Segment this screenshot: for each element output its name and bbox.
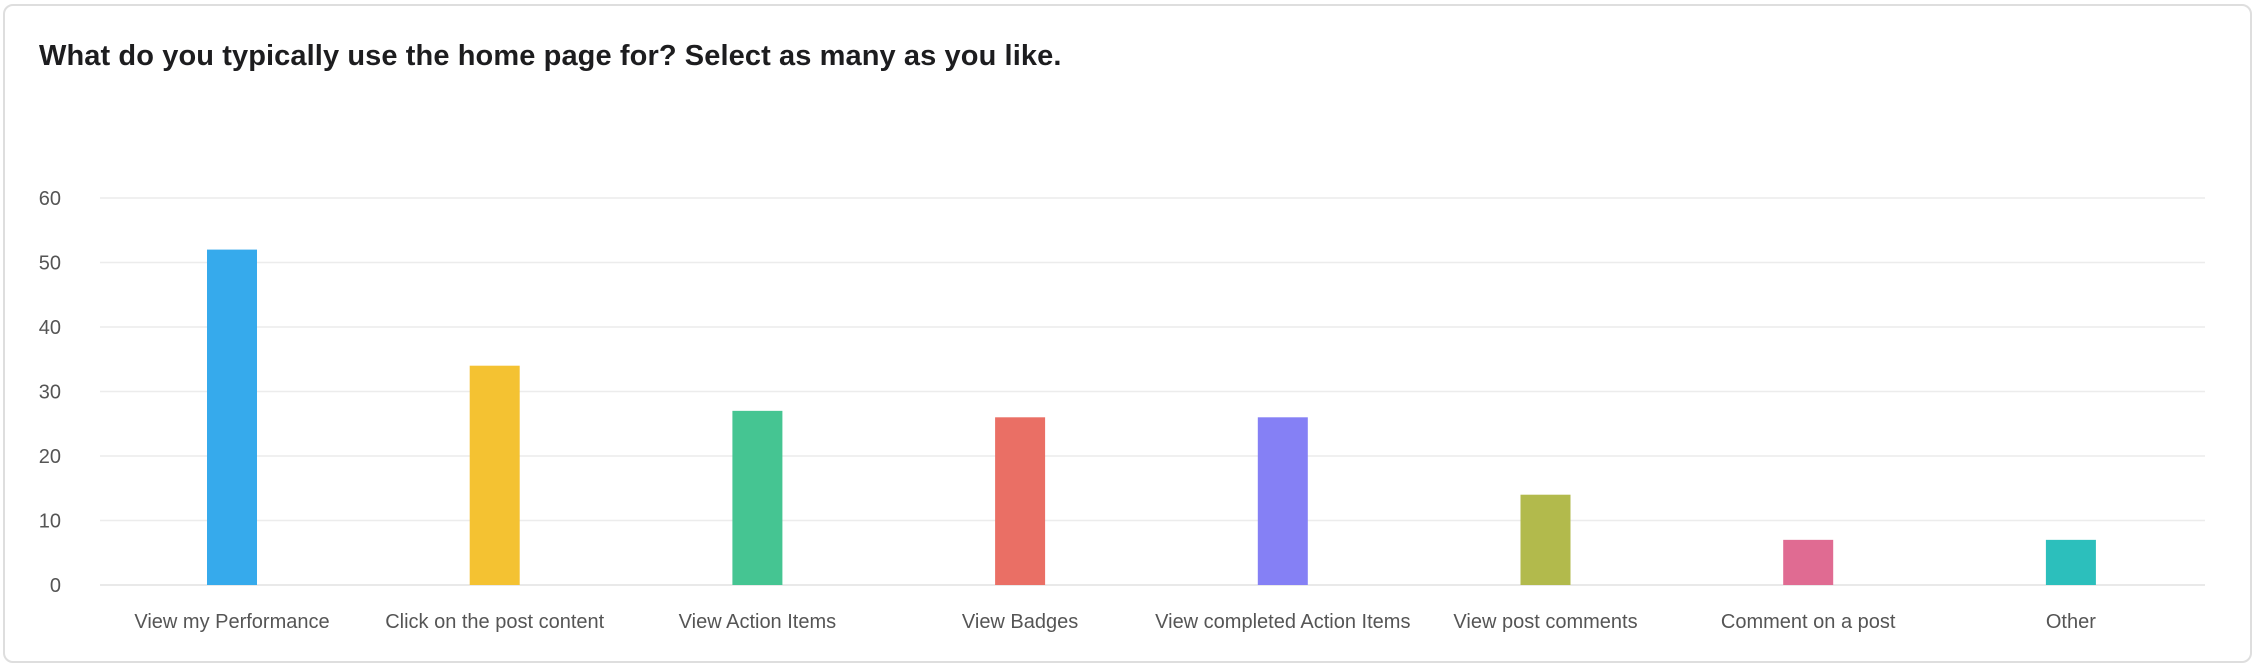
y-tick-label: 10 xyxy=(39,511,61,533)
y-tick-label: 0 xyxy=(50,575,61,597)
y-tick-label: 40 xyxy=(39,317,61,339)
bar[interactable] xyxy=(2045,539,2096,585)
x-category-label: Comment on a post xyxy=(1721,611,1896,633)
x-category-label: Other xyxy=(2046,611,2096,633)
x-category-label: View my Performance xyxy=(134,611,329,633)
bar[interactable] xyxy=(1783,539,1834,585)
y-tick-label: 20 xyxy=(39,446,61,468)
x-category-label: View Badges xyxy=(962,611,1078,633)
bar[interactable] xyxy=(1520,494,1571,585)
x-category-label: View completed Action Items xyxy=(1155,611,1410,633)
bar[interactable] xyxy=(469,365,520,585)
bar[interactable] xyxy=(995,417,1046,585)
chart-card: What do you typically use the home page … xyxy=(3,4,2252,663)
x-category-label: View Action Items xyxy=(679,611,836,633)
x-category-label: Click on the post content xyxy=(385,611,604,633)
bar[interactable] xyxy=(732,410,783,585)
bar[interactable] xyxy=(207,249,257,585)
y-tick-label: 30 xyxy=(39,382,61,404)
x-category-label: View post comments xyxy=(1453,611,1637,633)
y-tick-label: 50 xyxy=(39,253,61,275)
bar[interactable] xyxy=(1257,417,1308,585)
chart-title: What do you typically use the home page … xyxy=(39,40,1062,72)
y-tick-label: 60 xyxy=(39,188,61,210)
